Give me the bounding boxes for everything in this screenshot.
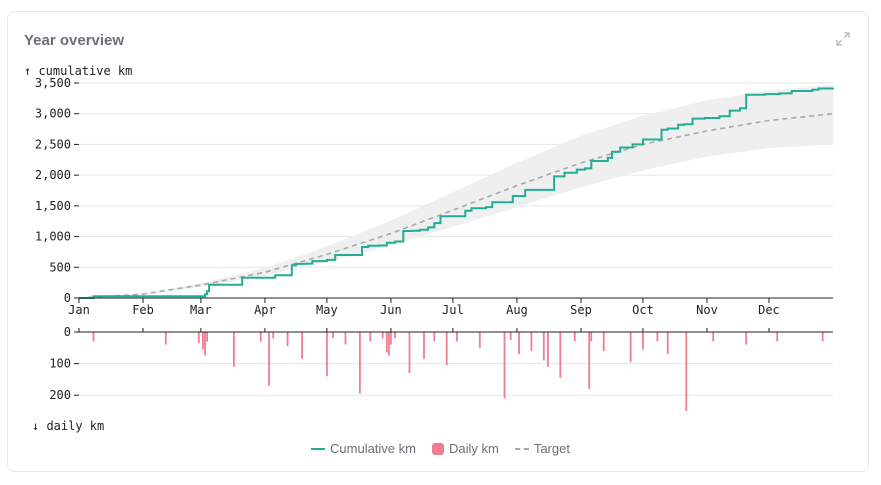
legend-label: Daily km xyxy=(448,441,499,456)
daily-bar xyxy=(369,332,372,342)
daily-bar xyxy=(164,332,167,345)
daily-bar xyxy=(197,332,200,344)
daily-bar xyxy=(92,332,95,342)
daily-bar xyxy=(685,332,688,411)
daily-bar xyxy=(204,332,206,356)
y-tick-label: 0 xyxy=(64,325,71,339)
daily-bar xyxy=(503,332,506,399)
daily-bar xyxy=(602,332,605,351)
x-tick-label: Jun xyxy=(380,303,402,317)
legend-swatch-dash xyxy=(514,447,529,450)
daily-bar xyxy=(547,332,549,367)
y-tick-label: 0 xyxy=(64,291,71,305)
daily-bar xyxy=(573,332,576,342)
y-axis-label: ↑ cumulative km xyxy=(24,64,132,78)
x-tick-label: Sep xyxy=(570,303,592,317)
daily-bar xyxy=(408,332,411,374)
daily-bar xyxy=(666,332,669,355)
y-tick-label: 3,500 xyxy=(35,76,71,90)
daily-bar xyxy=(388,332,390,356)
daily-bar xyxy=(390,332,392,345)
daily-bar xyxy=(642,332,644,350)
x-tick-label: Jan xyxy=(68,303,90,317)
daily-bar xyxy=(233,332,235,367)
x-tick-label: May xyxy=(316,303,338,317)
daily-bar xyxy=(530,332,533,351)
y-tick-label: 3,000 xyxy=(35,107,71,121)
daily-bar xyxy=(745,332,748,345)
daily-bar xyxy=(456,332,458,342)
daily-bar xyxy=(423,332,425,359)
x-tick-label: Nov xyxy=(696,303,718,317)
daily-bar xyxy=(259,332,262,342)
x-tick-label: Apr xyxy=(254,303,276,317)
expand-icon[interactable] xyxy=(836,32,850,46)
x-tick-label: Dec xyxy=(758,303,780,317)
legend-swatch-line xyxy=(311,447,326,450)
cumulative-line xyxy=(79,87,834,299)
daily-bar xyxy=(559,332,562,378)
y-tick-label: 200 xyxy=(49,388,71,402)
daily-bar xyxy=(656,332,659,342)
daily-bar xyxy=(202,332,204,350)
y-tick-label: 2,500 xyxy=(35,137,71,151)
daily-bar xyxy=(359,332,361,394)
daily-bar xyxy=(433,332,436,342)
daily-bar xyxy=(542,332,545,361)
x-tick-label: Jul xyxy=(442,303,464,317)
legend-label: Cumulative km xyxy=(330,441,416,456)
daily-bar xyxy=(344,332,347,345)
daily-bar xyxy=(518,332,520,355)
daily-bar xyxy=(445,332,448,366)
daily-bar xyxy=(326,332,328,377)
daily-bar xyxy=(206,332,208,342)
y-axis-label: ↓ daily km xyxy=(32,419,104,433)
daily-bar xyxy=(821,332,824,342)
daily-bar xyxy=(286,332,289,347)
y-tick-label: 500 xyxy=(49,260,71,274)
target-band xyxy=(79,84,833,298)
legend: Cumulative km Daily km Target xyxy=(0,441,881,456)
daily-bar xyxy=(385,332,388,353)
legend-item-cumulative[interactable]: Cumulative km xyxy=(311,441,416,456)
y-tick-label: 1,500 xyxy=(35,199,71,213)
legend-label: Target xyxy=(533,441,570,456)
x-tick-label: Feb xyxy=(132,303,154,317)
x-tick-label: Aug xyxy=(506,303,528,317)
daily-bar xyxy=(629,332,632,362)
y-tick-label: 1,000 xyxy=(35,230,71,244)
legend-swatch-box xyxy=(431,442,444,455)
daily-bar xyxy=(381,332,384,339)
y-tick-label: 2,000 xyxy=(35,168,71,182)
daily-bar xyxy=(509,332,512,340)
x-tick-label: Mar xyxy=(190,303,212,317)
daily-bar xyxy=(588,332,591,389)
daily-bar xyxy=(332,332,334,339)
x-tick-label: Oct xyxy=(632,303,654,317)
card-title: Year overview xyxy=(24,32,125,49)
daily-bar xyxy=(776,332,779,342)
daily-bar xyxy=(478,332,481,348)
daily-bar xyxy=(268,332,270,386)
daily-bar xyxy=(301,332,303,359)
y-tick-label: 100 xyxy=(49,357,71,371)
target-line xyxy=(78,112,834,299)
legend-item-target[interactable]: Target xyxy=(514,441,570,456)
daily-bar xyxy=(394,332,396,339)
daily-bar xyxy=(590,332,593,342)
daily-bar xyxy=(712,332,715,342)
daily-bar xyxy=(272,332,275,339)
legend-item-daily[interactable]: Daily km xyxy=(431,441,499,456)
